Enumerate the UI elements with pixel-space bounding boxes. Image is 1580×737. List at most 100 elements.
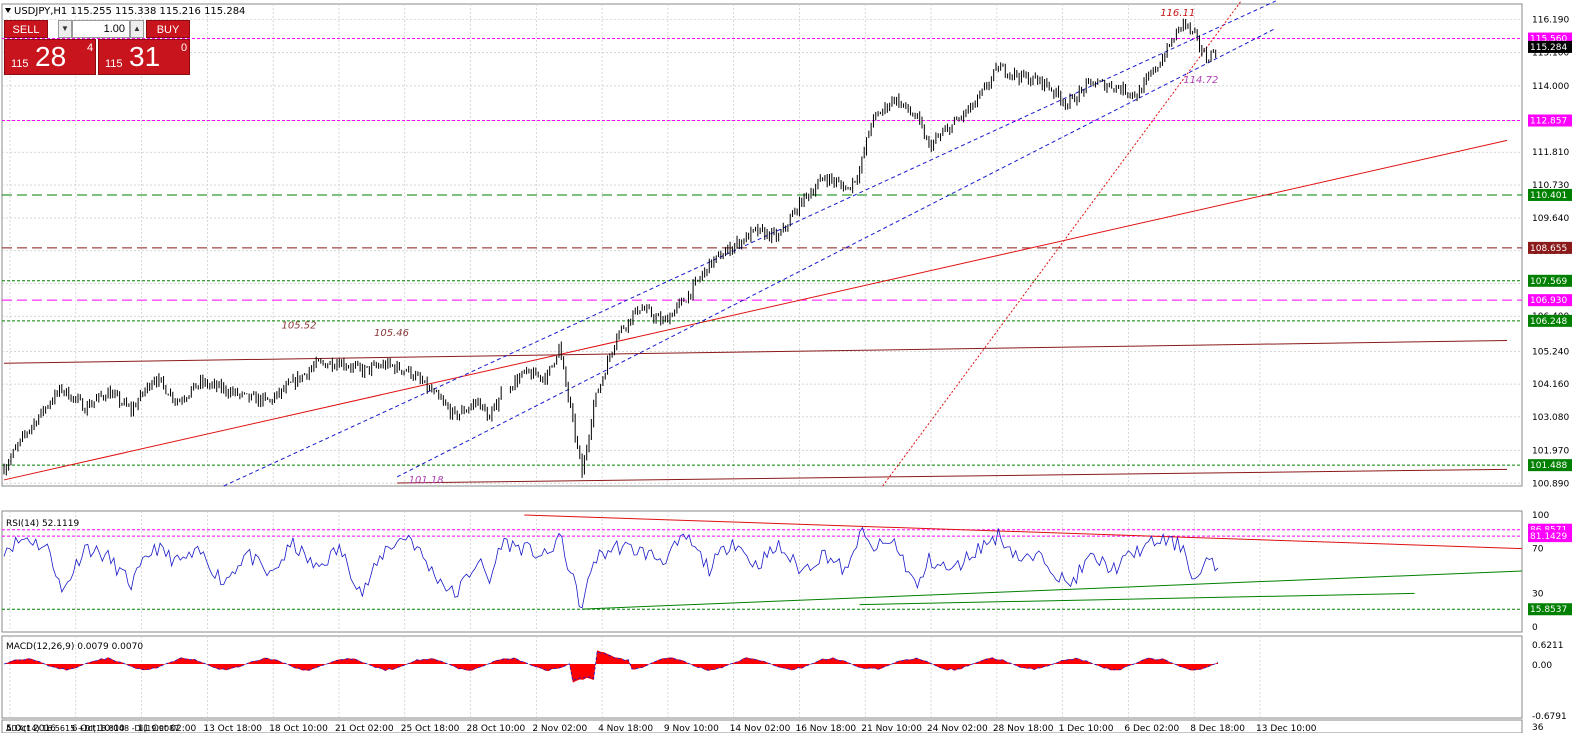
- trendline: [3, 139, 1508, 481]
- macd-y-tick: -0.6791: [1532, 712, 1567, 722]
- x-tick-label: 6 Oct 10:00: [72, 724, 125, 733]
- x-tick-label: 16 Nov 18:00: [795, 724, 856, 733]
- level-price-label: 110.401: [1530, 191, 1567, 201]
- level-price-tag: [1528, 294, 1572, 307]
- adx-title: ADX(14) 16.5615 +DI(18.8148 -DI(19.9087: [6, 724, 179, 733]
- x-tick-label: 13 Dec 10:00: [1256, 724, 1317, 733]
- macd-signal-line: [3, 651, 1219, 682]
- x-tick-label: 18 Oct 10:00: [269, 724, 328, 733]
- level-price-tag: [1528, 40, 1572, 53]
- buy-price-box[interactable]: 115 31 0: [98, 39, 190, 75]
- trendline: [3, 339, 1508, 364]
- rsi-y-tick: 0: [1532, 623, 1538, 633]
- macd-histogram-area: [4, 650, 1218, 683]
- buy-button[interactable]: BUY: [146, 20, 190, 38]
- x-tick-label: 24 Nov 02:00: [927, 724, 988, 733]
- x-tick-label: 4 Nov 18:00: [598, 724, 653, 733]
- x-tick-label: 2 Nov 02:00: [532, 724, 587, 733]
- sell-price-prefix: 115: [11, 58, 29, 70]
- y-tick-label: 101.970: [1532, 447, 1569, 457]
- x-tick-label: 1 Dec 10:00: [1059, 724, 1114, 733]
- price-annotation: 105.52: [281, 320, 316, 331]
- level-price-label: 108.655: [1530, 244, 1567, 254]
- level-price-tag: [1528, 241, 1572, 254]
- y-tick-label: 103.080: [1532, 413, 1569, 423]
- rsi-level-label: 15.8537: [1530, 605, 1567, 615]
- rsi-trendline: [859, 592, 1415, 606]
- macd-panel-frame: [1, 635, 1523, 719]
- price-annotation: 116.11: [1160, 8, 1195, 19]
- rsi-title: RSI(14) 52.1119: [6, 519, 79, 529]
- macd-title: MACD(12,26,9) 0.0079 0.0070: [6, 642, 143, 652]
- rsi-y-tick: 70: [1532, 545, 1544, 555]
- macd-y-tick: 0.6211: [1532, 641, 1564, 651]
- macd-y-tick: 0.00: [1532, 661, 1552, 671]
- chart-symbol-header: USDJPY,H1 115.255 115.338 115.216 115.28…: [14, 6, 245, 17]
- trendline: [397, 468, 1508, 484]
- y-tick-label: 105.240: [1532, 347, 1569, 357]
- rsi-trendline: [524, 514, 1523, 550]
- level-price-label: 107.569: [1530, 277, 1567, 287]
- rsi-series-line: [3, 526, 1219, 609]
- dropdown-arrow-icon: [5, 8, 11, 13]
- sell-price-box[interactable]: 115 28 4: [4, 39, 96, 75]
- adx-y-tick: 36: [1532, 723, 1544, 733]
- sell-price-sup: 4: [87, 42, 94, 54]
- lot-size-input[interactable]: 1.00: [72, 20, 130, 38]
- level-price-label: 115.284: [1530, 43, 1567, 53]
- x-tick-label: 9 Nov 10:00: [664, 724, 719, 733]
- x-tick-label: 5 Oct 2016: [6, 724, 56, 733]
- level-price-tag: [1528, 188, 1572, 201]
- trendline: [882, 0, 1242, 487]
- level-price-tag: [1528, 459, 1572, 472]
- y-tick-label: 109.640: [1532, 214, 1569, 224]
- level-price-label: 112.857: [1530, 116, 1567, 126]
- level-price-label: 106.930: [1530, 296, 1567, 306]
- x-tick-label: 21 Nov 10:00: [861, 724, 922, 733]
- level-price-label: 106.248: [1530, 317, 1567, 327]
- rsi-level-label: 81.1429: [1530, 532, 1567, 542]
- candles-group: [3, 18, 1217, 478]
- rsi-trendline: [582, 570, 1523, 610]
- price-annotation: 114.72: [1183, 75, 1218, 86]
- x-tick-label: 14 Nov 02:00: [730, 724, 791, 733]
- level-price-label: 115.560: [1530, 35, 1567, 45]
- lot-decrease-button[interactable]: ▼: [58, 20, 72, 38]
- y-tick-label: 100.890: [1532, 479, 1569, 489]
- y-tick-label: 104.160: [1532, 380, 1569, 390]
- x-tick-label: 8 Dec 18:00: [1190, 724, 1245, 733]
- buy-price-sup: 0: [181, 42, 188, 54]
- buy-price-prefix: 115: [105, 58, 123, 70]
- x-tick-label: 11 Oct 02:00: [138, 724, 197, 733]
- x-tick-label: 28 Nov 18:00: [993, 724, 1054, 733]
- price-annotation: 101.18: [409, 475, 444, 486]
- price-annotation: 105.46: [374, 328, 409, 339]
- one-click-trade-panel: SELL ▼ 1.00 ▲ BUY 115 28 4 115 31 0: [4, 20, 190, 76]
- y-tick-label: 116.190: [1532, 15, 1569, 25]
- main-panel-frame: [1, 3, 1523, 487]
- level-price-tag: [1528, 314, 1572, 327]
- sell-button[interactable]: SELL: [4, 20, 48, 38]
- rsi-y-tick: 30: [1532, 589, 1544, 599]
- rsi-y-tick: 100: [1532, 511, 1549, 521]
- trendline: [396, 27, 1277, 478]
- buy-price-big: 31: [129, 41, 161, 72]
- x-tick-label: 6 Dec 02:00: [1124, 724, 1179, 733]
- lot-increase-button[interactable]: ▲: [130, 20, 144, 38]
- level-price-label: 101.488: [1530, 461, 1567, 471]
- rsi-level-tag: [1528, 530, 1572, 543]
- y-tick-label: 115.100: [1532, 49, 1569, 59]
- y-tick-label: 114.000: [1532, 82, 1569, 92]
- x-tick-label: 13 Oct 18:00: [203, 724, 262, 733]
- level-price-tag: [1528, 114, 1572, 127]
- x-tick-label: 28 Oct 10:00: [467, 724, 526, 733]
- x-tick-label: 21 Oct 02:00: [335, 724, 394, 733]
- sell-price-big: 28: [35, 41, 67, 72]
- y-tick-label: 110.730: [1532, 181, 1569, 191]
- x-tick-label: 25 Oct 18:00: [401, 724, 460, 733]
- level-price-tag: [1528, 274, 1572, 287]
- y-tick-label: 111.810: [1532, 148, 1569, 158]
- rsi-level-tag: [1528, 603, 1572, 616]
